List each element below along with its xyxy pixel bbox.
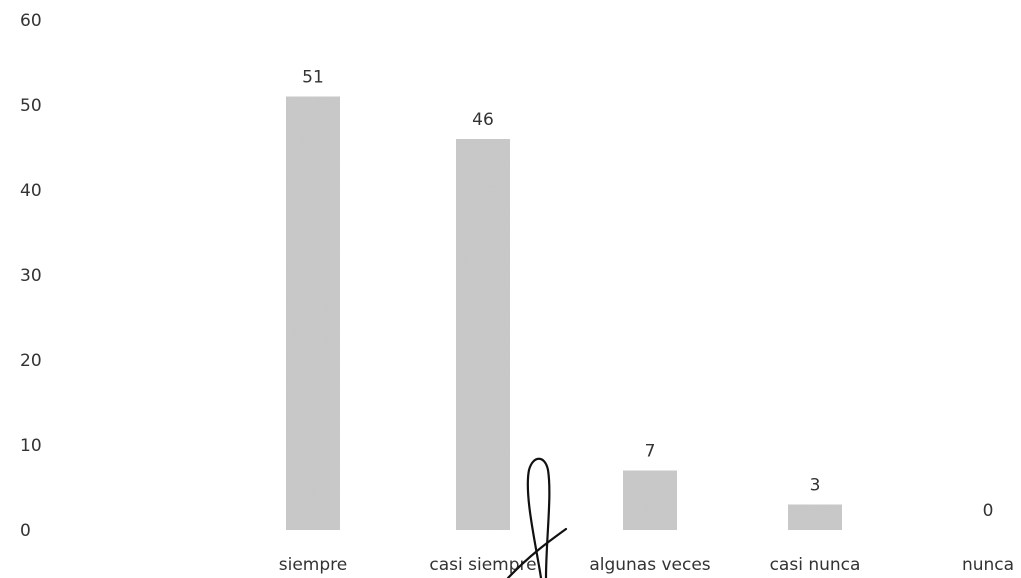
x-category-label: siempre xyxy=(279,555,347,575)
data-label: 3 xyxy=(810,476,821,496)
y-tick-label: 10 xyxy=(20,436,42,456)
x-category-label: nunca xyxy=(962,555,1014,575)
data-label: 46 xyxy=(472,110,494,130)
x-category-label: algunas veces xyxy=(589,555,710,575)
bar xyxy=(456,139,510,530)
x-category-label: casi nunca xyxy=(770,555,861,575)
y-tick-label: 20 xyxy=(20,351,42,371)
bars xyxy=(286,96,842,530)
y-axis: 0 10 20 30 40 50 60 xyxy=(20,11,42,541)
y-tick-label: 0 xyxy=(20,521,31,541)
handwritten-scribble-mark xyxy=(506,457,568,578)
scribble-cross-stroke xyxy=(506,527,568,578)
data-label: 7 xyxy=(645,442,656,462)
data-label: 0 xyxy=(983,501,994,521)
y-tick-label: 40 xyxy=(20,181,42,201)
x-axis: siempre casi siempre algunas veces casi nun… xyxy=(279,555,1014,575)
bar xyxy=(788,504,842,530)
scribble-loop xyxy=(526,457,551,578)
data-labels: 51 46 7 3 0 xyxy=(302,68,993,522)
bar xyxy=(623,470,677,530)
y-tick-label: 60 xyxy=(20,11,42,31)
y-tick-label: 30 xyxy=(20,266,42,286)
x-category-label: casi siempre xyxy=(429,555,536,575)
data-label: 51 xyxy=(302,68,324,88)
y-tick-label: 50 xyxy=(20,96,42,116)
bar xyxy=(286,96,340,530)
